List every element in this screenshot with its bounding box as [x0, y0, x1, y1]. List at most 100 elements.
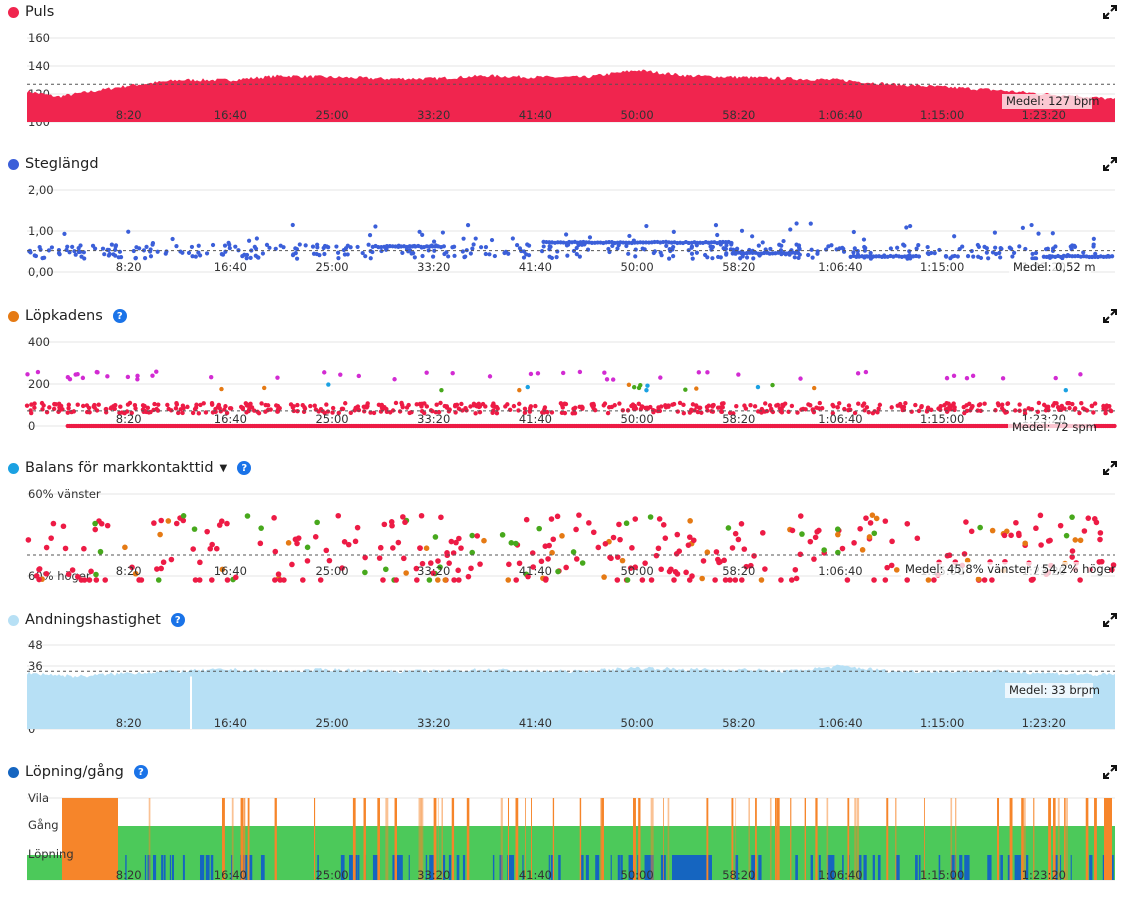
data-point: [48, 535, 54, 541]
data-point: [606, 246, 611, 252]
chart-title: Löpning/gång: [25, 764, 124, 780]
data-point: [713, 222, 719, 228]
expand-icon[interactable]: [1102, 612, 1118, 628]
data-point: [681, 402, 686, 408]
expand-icon[interactable]: [1102, 460, 1118, 476]
data-point: [629, 403, 634, 409]
data-point: [729, 545, 736, 551]
chart-title: Steglängd: [25, 156, 99, 172]
data-point: [1081, 528, 1088, 534]
data-point: [717, 558, 723, 565]
data-point: [35, 369, 41, 375]
data-point: [456, 577, 462, 583]
rest-bar: [790, 798, 792, 880]
data-point: [617, 401, 622, 406]
data-point: [210, 242, 216, 248]
running-bar: [1110, 855, 1114, 880]
data-point: [690, 537, 697, 544]
data-point: [456, 535, 462, 542]
expand-icon[interactable]: [1102, 156, 1118, 172]
data-point: [625, 408, 631, 413]
data-point: [977, 524, 983, 531]
data-point: [291, 252, 296, 257]
expand-icon[interactable]: [1102, 4, 1118, 20]
data-point: [1069, 554, 1075, 560]
data-point: [674, 531, 681, 538]
data-point: [117, 410, 122, 416]
data-point: [997, 250, 1002, 256]
data-point: [1067, 405, 1072, 411]
x-tick-label: 16:40: [214, 716, 247, 730]
data-point: [322, 370, 327, 375]
data-point: [304, 544, 311, 551]
data-point: [185, 404, 190, 410]
chart-title: Balans för markkontakttid: [25, 460, 214, 476]
x-tick-label: 50:00: [621, 412, 654, 426]
data-point: [348, 410, 354, 416]
data-point: [992, 230, 997, 235]
data-point: [778, 577, 784, 583]
expand-icon[interactable]: [1102, 764, 1118, 780]
x-tick-label: 16:40: [214, 564, 247, 578]
x-tick-label: 33:20: [417, 108, 450, 122]
data-point: [522, 406, 528, 412]
data-point: [62, 545, 69, 552]
data-point: [549, 255, 555, 261]
data-point: [312, 403, 317, 408]
data-point: [196, 250, 201, 255]
data-point: [689, 407, 694, 412]
running-bar: [153, 855, 155, 880]
data-point: [483, 251, 488, 257]
data-point: [671, 577, 677, 583]
data-point: [213, 545, 220, 552]
help-icon[interactable]: ?: [133, 765, 148, 779]
rest-bar: [774, 798, 777, 880]
data-point: [860, 403, 865, 408]
dropdown-caret-icon[interactable]: ▼: [219, 462, 228, 474]
running-bar: [355, 855, 358, 880]
data-point: [1112, 423, 1117, 429]
data-point: [1043, 408, 1049, 413]
rest-bar: [418, 798, 422, 880]
data-point: [25, 537, 32, 543]
data-point: [483, 244, 489, 250]
data-point: [439, 387, 444, 393]
x-tick-label: 50:00: [621, 868, 654, 882]
data-point: [976, 254, 981, 259]
rest-bar: [420, 798, 424, 880]
data-point: [631, 384, 637, 390]
data-point: [562, 410, 568, 416]
y-tick-label: 2,00: [28, 183, 54, 197]
data-point: [605, 410, 611, 416]
data-point: [71, 409, 77, 414]
data-point: [1089, 403, 1095, 409]
data-point: [722, 577, 729, 583]
data-point: [198, 402, 203, 408]
running-bar: [372, 855, 376, 880]
x-tick-label: 8:20: [116, 716, 142, 730]
data-point: [36, 566, 43, 572]
help-icon[interactable]: ?: [170, 613, 185, 627]
x-tick-label: 50:00: [621, 108, 654, 122]
x-tick-label: 1:15:00: [920, 716, 964, 730]
expand-icon[interactable]: [1102, 308, 1118, 324]
data-point: [109, 242, 114, 247]
help-icon[interactable]: ?: [112, 309, 127, 323]
plot-area-andning: 4836241208:2016:4025:0033:2041:4050:0058…: [27, 638, 1115, 736]
data-point: [993, 408, 998, 413]
help-icon[interactable]: ?: [237, 461, 252, 475]
series-dot-puls: [8, 6, 19, 18]
data-point: [219, 386, 224, 392]
data-point: [548, 516, 555, 522]
average-label: Medel: 72 spm: [1012, 420, 1097, 434]
running-bar: [153, 855, 157, 880]
data-point: [607, 554, 613, 561]
data-point: [368, 256, 373, 261]
x-tick-label: 25:00: [315, 564, 348, 578]
data-point: [38, 247, 43, 252]
data-point: [94, 408, 100, 413]
panel-title-steglangd: Steglängd: [8, 154, 99, 174]
data-point: [339, 406, 345, 411]
data-point: [339, 565, 345, 571]
data-point: [345, 541, 352, 548]
